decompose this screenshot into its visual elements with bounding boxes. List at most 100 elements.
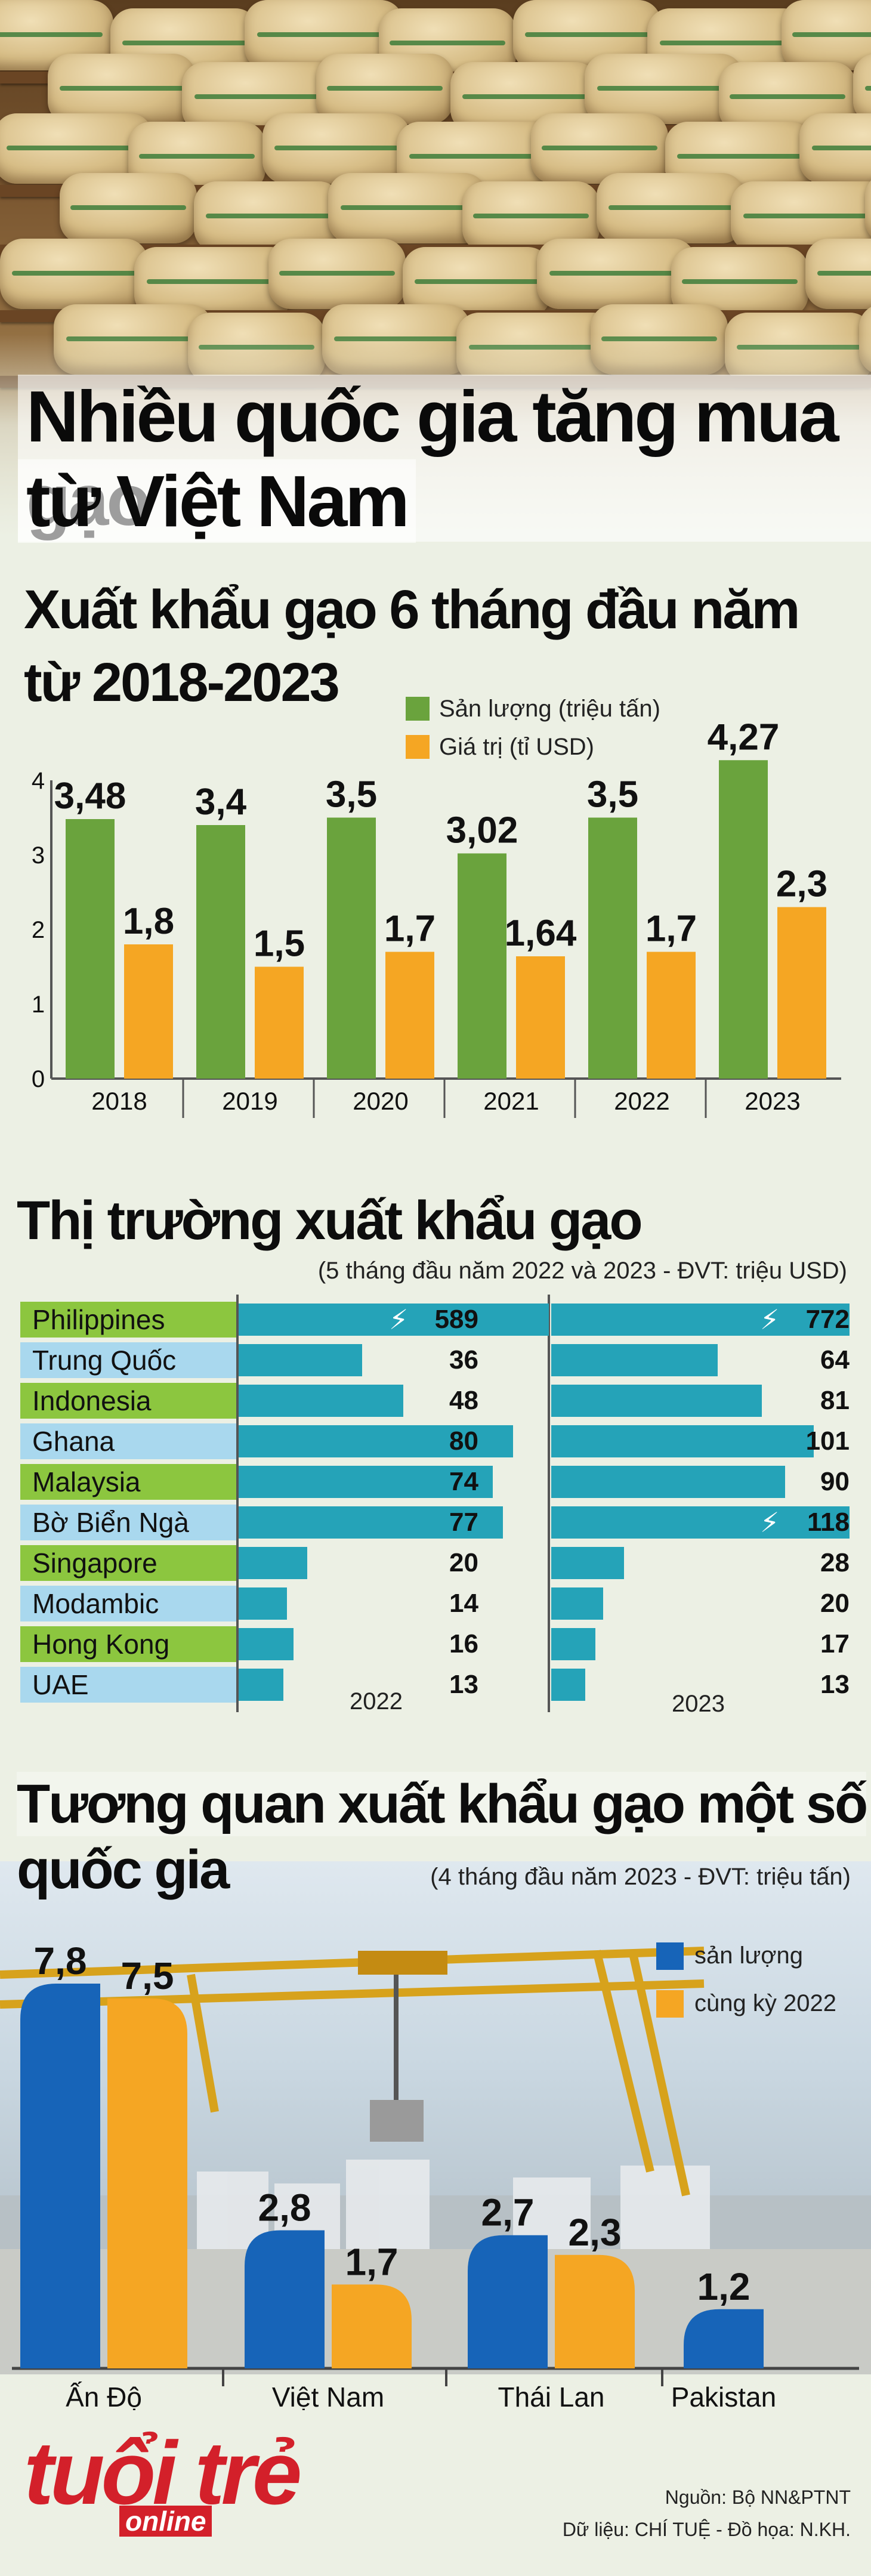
- market-label: Malaysia: [20, 1464, 236, 1500]
- data-label-san-luong: 3,5: [587, 774, 638, 816]
- data-label-cung-ky: 1,7: [345, 2240, 399, 2283]
- tuoi-tre-logo-online: online: [119, 2506, 212, 2537]
- market-bar-2022: [239, 1304, 549, 1336]
- rice-sack: [48, 54, 196, 124]
- bar-gia-tri: [124, 944, 173, 1079]
- market-value-2022: 589: [434, 1305, 478, 1334]
- data-label-san-luong: 2,7: [481, 2191, 535, 2234]
- market-value-2023: 17: [820, 1629, 850, 1658]
- bar-gia-tri: [647, 952, 696, 1079]
- rice-sack: [585, 54, 743, 124]
- data-label-san-luong: 3,02: [446, 810, 518, 851]
- export-markets-table: Philippines ⚡ 589 ⚡ 772 Trung Quốc 36 64 Indones…: [0, 1295, 871, 1724]
- port-crane-photo: [0, 1861, 871, 2374]
- rice-sack: [537, 239, 696, 309]
- market-bar-2022: [239, 1669, 283, 1701]
- bar-san-luong: [684, 2309, 764, 2368]
- rice-sack: [782, 0, 871, 70]
- market-bar-2023: [551, 1506, 850, 1539]
- data-label-gia-tri: 2,3: [776, 864, 827, 905]
- market-label: Modambic: [20, 1586, 236, 1621]
- market-label: Hong Kong: [20, 1626, 236, 1662]
- chart1-title-line1: Xuất khẩu gạo 6 tháng đầu năm: [24, 579, 800, 640]
- rice-sack: [597, 173, 745, 243]
- bar-cung-ky: [332, 2284, 412, 2368]
- rice-sack: [805, 239, 871, 309]
- rice-sack: [182, 62, 341, 132]
- data-label-cung-ky: 2,3: [569, 2211, 622, 2254]
- market-value-2023: 20: [820, 1589, 850, 1618]
- market-bar-2022: [239, 1385, 403, 1417]
- year-label-2022: 2022: [350, 1688, 403, 1715]
- market-bar-2023: [551, 1547, 624, 1579]
- x-tick-label: 2022: [614, 1087, 669, 1115]
- legend-label-gia-tri: Giá trị (tỉ USD): [439, 734, 594, 760]
- x-tick-label: Việt Nam: [272, 2382, 384, 2410]
- market-bar-2023: [551, 1628, 596, 1660]
- legend-label-san-luong: Sản lượng (triệu tấn): [439, 696, 660, 722]
- market-value-2022: 20: [449, 1548, 478, 1577]
- bar-san-luong: [196, 825, 245, 1079]
- market-value-2023: 118: [807, 1508, 850, 1537]
- legend-swatch-cung-ky-2022: [656, 1990, 684, 2018]
- bar-gia-tri: [777, 907, 826, 1079]
- market-title: Thị trường xuất khẩu gạo: [17, 1190, 643, 1251]
- x-tick-label: Pakistan: [671, 2382, 776, 2410]
- data-label-san-luong: 3,4: [195, 782, 247, 823]
- bar-san-luong: [20, 1984, 100, 2368]
- market-bar-2022: [239, 1547, 307, 1579]
- market-value-2022: 77: [449, 1508, 478, 1537]
- bar-san-luong: [719, 760, 768, 1079]
- market-value-2022: 14: [449, 1589, 478, 1618]
- market-value-2023: 772: [805, 1305, 850, 1334]
- rice-sack: [853, 54, 871, 124]
- y-tick-label: 3: [32, 842, 45, 869]
- data-label-cung-ky: 7,5: [121, 1954, 174, 1997]
- chart1-title-line2: từ 2018-2023: [24, 652, 340, 713]
- market-label: Philippines: [20, 1302, 236, 1338]
- legend-label-cung-ky-2022: cùng kỳ 2022: [694, 1990, 836, 2016]
- legend-swatch-gia-tri: [406, 735, 430, 759]
- market-value-2023: 90: [820, 1467, 850, 1496]
- data-label-gia-tri: 1,5: [254, 923, 305, 965]
- market-value-2023: 28: [820, 1548, 850, 1577]
- break-bolt-icon: ⚡: [760, 1507, 780, 1538]
- source-note: Nguồn: Bộ NN&PTNT: [665, 2487, 851, 2508]
- data-label-gia-tri: 1,8: [123, 901, 174, 942]
- market-value-2023: 81: [820, 1386, 850, 1415]
- legend-label-san-luong-2023: sản lượng: [694, 1942, 803, 1969]
- market-bar-2022: [239, 1587, 287, 1620]
- tuoi-tre-logo: tuổi trẻ: [24, 2423, 302, 2523]
- y-tick-label: 2: [32, 917, 45, 943]
- market-bar-2023: [551, 1344, 718, 1376]
- rice-sack: [60, 173, 197, 243]
- market-bar-2023: [551, 1385, 762, 1417]
- bar-cung-ky: [107, 1998, 187, 2368]
- market-bar-2023: [551, 1587, 604, 1620]
- market-value-2022: 13: [449, 1670, 478, 1699]
- market-bar-2023: [551, 1466, 786, 1498]
- market-label: UAE: [20, 1667, 236, 1703]
- data-label-san-luong: 3,5: [326, 774, 377, 816]
- data-label-san-luong: 7,8: [34, 1939, 87, 1982]
- data-label-san-luong: 4,27: [708, 716, 780, 758]
- main-title-line2: từ Việt Nam: [18, 459, 416, 543]
- market-value-2022: 48: [449, 1386, 478, 1415]
- year-label-2023: 2023: [672, 1691, 725, 1717]
- y-tick-label: 1: [32, 992, 45, 1018]
- x-tick-label: Thái Lan: [498, 2382, 604, 2410]
- bar-san-luong: [327, 817, 376, 1079]
- data-label-san-luong: 2,8: [258, 2186, 311, 2229]
- market-bar-2022: [239, 1344, 362, 1376]
- rice-sack: [865, 173, 871, 243]
- chart3-note: (4 tháng đầu năm 2023 - ĐVT: triệu tấn): [430, 1864, 851, 1890]
- break-bolt-icon: ⚡: [389, 1304, 409, 1335]
- rice-sack: [262, 113, 410, 184]
- market-label: Bờ Biển Ngà: [20, 1505, 236, 1540]
- y-tick-label: 4: [32, 768, 45, 794]
- market-bar-2022: [239, 1506, 503, 1539]
- market-label: Trung Quốc: [20, 1342, 236, 1378]
- market-value-2022: 74: [449, 1467, 478, 1496]
- bar-gia-tri: [516, 956, 565, 1079]
- market-value-2023: 64: [820, 1345, 850, 1375]
